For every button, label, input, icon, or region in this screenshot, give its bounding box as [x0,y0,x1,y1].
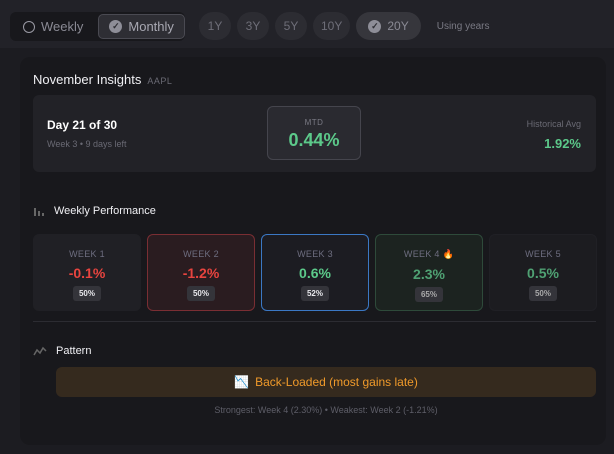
top-bar: Weekly ✓ Monthly 1Y 3Y 5Y 10Y ✓ 20Y Using … [0,0,614,48]
week-card-current[interactable]: WEEK 3 0.6% 52% [261,234,369,311]
win-rate-badge: 50% [72,286,101,301]
range-hint: Using years [436,20,490,32]
monthly-label: Monthly [128,19,174,34]
week-value: -0.1% [68,265,106,281]
period-toggle: Weekly ✓ Monthly [10,12,185,41]
week-card[interactable]: WEEK 1 -0.1% 50% [33,234,141,311]
range-20y[interactable]: ✓ 20Y [356,12,421,40]
weeks-row: WEEK 1 -0.1% 50% WEEK 2 -1.2% 50% WEEK 3 0.6%… [33,234,597,311]
weekly-header: Weekly Performance [33,205,156,217]
mtd-value: 0.44% [288,130,340,150]
hist-label: Historical Avg [526,119,581,129]
check-icon: ✓ [109,20,123,33]
week-card[interactable]: WEEK 2 -1.2% 50% [147,234,255,311]
week-card-best[interactable]: WEEK 4 🔥 2.3% 65% [375,234,483,311]
range-5y[interactable]: 5Y [275,12,307,40]
mtd-box: MTD 0.44% [267,106,361,160]
win-rate-badge: 50% [528,286,557,301]
panel-title: November Insights AAPL [33,72,172,87]
trend-icon [33,346,47,356]
week-value: 0.5% [527,265,559,281]
day-progress: Day 21 of 30 [47,118,118,132]
range-label: 20Y [387,19,409,33]
range-label: 10Y [321,19,343,33]
pattern-header: Pattern [33,345,91,357]
title-text: November Insights [33,72,142,87]
chart-decreasing-icon: 📉 [234,375,250,389]
range-10y[interactable]: 10Y [313,12,351,40]
range-1y[interactable]: 1Y [199,12,231,40]
week-name: WEEK 4 [403,249,440,259]
hist-value: 1.92% [544,136,581,151]
fire-icon: 🔥 [442,249,455,259]
week-value: -1.2% [182,265,220,281]
week-name: WEEK 5 [525,249,561,259]
week-card[interactable]: WEEK 5 0.5% 50% [489,234,597,311]
check-icon: ✓ [368,19,382,33]
weekly-option[interactable]: Weekly [12,14,94,39]
insights-panel: November Insights AAPL Day 21 of 30 Week … [20,57,606,445]
pattern-label: Back-Loaded (most gains late) [255,375,418,389]
win-rate-badge: 65% [414,287,443,302]
week-name: WEEK 3 [297,249,333,259]
week-name: WEEK 1 [69,249,105,259]
monthly-option[interactable]: ✓ Monthly [98,14,185,39]
week-value: 2.3% [413,266,445,282]
week-name-row: WEEK 4 🔥 [376,249,482,260]
range-label: 3Y [245,19,261,33]
mtd-label: MTD [304,118,324,127]
pattern-title: Pattern [56,345,92,357]
historical-avg: Historical Avg 1.92% [527,119,581,151]
divider [33,321,596,322]
radio-icon [23,20,35,33]
month-summary: Day 21 of 30 Week 3 • 9 days left MTD 0.… [33,95,596,172]
week-name: WEEK 2 [183,249,219,259]
bar-chart-icon [34,208,44,216]
win-rate-badge: 50% [186,286,215,301]
pattern-summary: Strongest: Week 4 (2.30%) • Weakest: Wee… [214,405,438,415]
weekly-title: Weekly Performance [54,205,156,217]
range-label: 1Y [207,19,223,33]
day-subtext: Week 3 • 9 days left [47,139,127,149]
ticker: AAPL [147,76,173,86]
week-value: 0.6% [299,265,331,281]
range-3y[interactable]: 3Y [237,12,269,40]
range-selector: 1Y 3Y 5Y 10Y ✓ 20Y Using years [199,12,490,40]
pattern-banner: 📉 Back-Loaded (most gains late) [56,367,596,397]
win-rate-badge: 52% [300,286,329,301]
weekly-label: Weekly [41,19,84,34]
range-label: 5Y [283,19,299,33]
